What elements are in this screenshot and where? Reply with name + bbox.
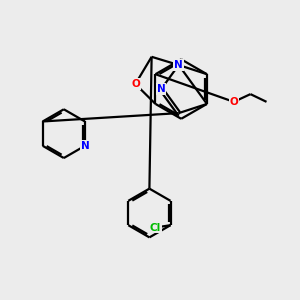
Text: Cl: Cl [149, 223, 161, 232]
Text: N: N [174, 60, 183, 70]
Text: O: O [131, 79, 140, 89]
Text: N: N [80, 141, 89, 151]
Text: N: N [157, 84, 166, 94]
Text: O: O [230, 97, 238, 107]
